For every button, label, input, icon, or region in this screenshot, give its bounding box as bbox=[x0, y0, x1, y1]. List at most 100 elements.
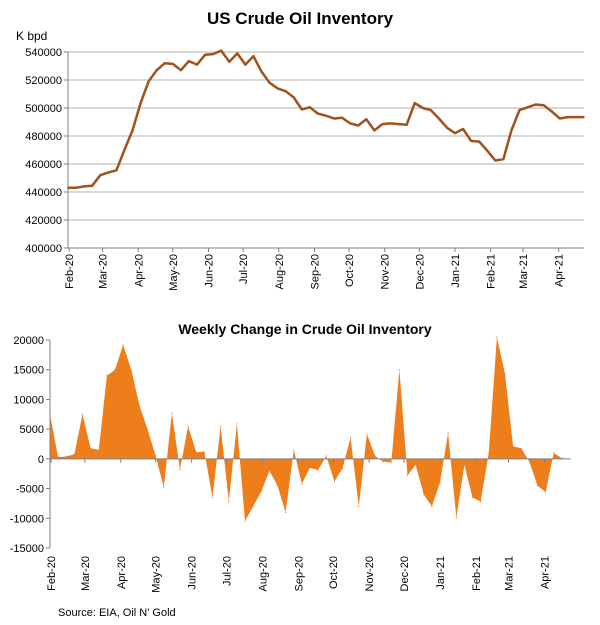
weekly-change-point bbox=[545, 491, 547, 493]
weekly-change-point bbox=[382, 461, 384, 463]
inventory-point bbox=[526, 106, 529, 109]
x-tick-label: Nov-20 bbox=[380, 254, 392, 289]
inventory-point bbox=[542, 104, 545, 106]
weekly-change-point bbox=[358, 505, 360, 507]
weekly-change-point bbox=[325, 455, 327, 457]
inventory-point bbox=[131, 129, 134, 132]
weekly-change-point bbox=[512, 445, 514, 447]
inventory-point bbox=[462, 128, 464, 130]
y-tick-label: -10000 bbox=[10, 513, 44, 525]
weekly-change-point bbox=[496, 336, 498, 338]
weekly-change-point bbox=[146, 428, 149, 430]
weekly-change-point bbox=[236, 423, 238, 425]
inventory-point bbox=[349, 122, 352, 125]
inventory-point bbox=[341, 117, 343, 119]
x-tick-label: Jun-20 bbox=[204, 254, 216, 288]
weekly-change-point bbox=[179, 469, 181, 471]
inventory-point bbox=[139, 102, 142, 104]
inventory-point bbox=[147, 80, 150, 83]
weekly-change-point bbox=[471, 496, 474, 499]
inventory-point bbox=[365, 118, 368, 120]
weekly-change-point bbox=[333, 480, 335, 482]
inventory-point bbox=[155, 69, 158, 71]
x-tick-label: Nov-20 bbox=[364, 556, 376, 591]
weekly-change-point bbox=[374, 455, 376, 457]
inventory-point bbox=[325, 114, 327, 117]
inventory-point bbox=[115, 169, 118, 172]
inventory-x-ticks: Feb-20 Mar-20 Apr-20 May-20 Jun-20 Jul-20 Aug-… bbox=[64, 248, 566, 291]
inventory-point bbox=[389, 122, 392, 125]
weekly-change-point bbox=[398, 369, 400, 371]
weekly-change-point bbox=[423, 493, 425, 496]
y-tick-label: 440000 bbox=[25, 187, 62, 199]
weekly-change-point bbox=[90, 447, 92, 449]
weekly-change-point bbox=[520, 447, 522, 449]
inventory-point bbox=[284, 90, 287, 92]
x-tick-label: Apr-20 bbox=[133, 254, 145, 287]
inventory-point bbox=[486, 149, 489, 152]
weekly-change-point bbox=[447, 432, 449, 434]
weekly-change-point bbox=[366, 433, 368, 435]
weekly-change-point bbox=[439, 482, 441, 484]
inventory-point bbox=[83, 185, 85, 188]
inventory-point bbox=[107, 171, 110, 174]
weekly-change-point bbox=[171, 412, 173, 414]
inventory-point bbox=[252, 55, 255, 57]
inventory-point bbox=[220, 49, 222, 52]
weekly-change-point bbox=[65, 455, 67, 458]
weekly-change-point bbox=[73, 453, 75, 455]
inventory-point bbox=[583, 116, 585, 118]
inventory-point bbox=[373, 129, 376, 132]
inventory-point bbox=[454, 132, 456, 134]
y-tick-label: 520000 bbox=[25, 75, 62, 87]
x-tick-label: Oct-20 bbox=[344, 254, 356, 287]
inventory-series bbox=[67, 49, 585, 190]
weekly-change-point bbox=[309, 467, 311, 469]
x-tick-label: May-20 bbox=[151, 556, 163, 593]
weekly-change-point bbox=[536, 485, 539, 487]
inventory-point bbox=[567, 116, 569, 118]
inventory-point bbox=[301, 108, 303, 111]
inventory-point bbox=[438, 117, 440, 120]
inventory-point bbox=[276, 87, 279, 90]
inventory-point bbox=[309, 106, 311, 109]
inventory-gridlines bbox=[68, 51, 584, 249]
inventory-point bbox=[510, 129, 513, 132]
inventory-point bbox=[188, 60, 190, 62]
inventory-point bbox=[196, 63, 198, 66]
weekly-change-point bbox=[57, 456, 59, 458]
x-tick-label: Oct-20 bbox=[328, 556, 340, 589]
weekly-change-point bbox=[203, 451, 205, 453]
inventory-point bbox=[405, 124, 408, 126]
x-tick-label: Apr-21 bbox=[554, 254, 566, 287]
weekly-change-chart: Weekly Change in Crude Oil Inventory -15… bbox=[10, 321, 571, 593]
x-tick-label: Jan-21 bbox=[435, 556, 447, 590]
y-tick-label: 20000 bbox=[13, 335, 44, 347]
weekly-change-x-ticks: Feb-20 Mar-20 Apr-20 May-20 Jun-20 Jul-20 Aug-… bbox=[46, 458, 552, 593]
weekly-change-point bbox=[350, 436, 352, 439]
weekly-change-point bbox=[195, 451, 197, 453]
x-tick-label: Feb-21 bbox=[486, 254, 498, 289]
x-tick-label: Dec-20 bbox=[414, 254, 426, 289]
inventory-point bbox=[397, 123, 400, 125]
x-tick-label: Jun-20 bbox=[187, 556, 199, 590]
inventory-point bbox=[91, 184, 93, 187]
source-note: Source: EIA, Oil N' Gold bbox=[58, 607, 176, 619]
weekly-change-chart-title: Weekly Change in Crude Oil Inventory bbox=[178, 321, 432, 337]
weekly-change-point bbox=[553, 452, 555, 454]
y-tick-label: 480000 bbox=[25, 131, 62, 143]
weekly-change-axes bbox=[49, 340, 570, 548]
y-tick-label: 540000 bbox=[25, 47, 62, 59]
inventory-point bbox=[212, 53, 214, 55]
x-tick-label: Apr-21 bbox=[540, 556, 552, 589]
x-tick-label: Dec-20 bbox=[399, 556, 411, 591]
x-tick-label: Sep-20 bbox=[293, 556, 305, 591]
inventory-point bbox=[381, 123, 384, 125]
weekly-change-y-ticks: -15000 -10000 -5000 0 5000 10000 15000 20000 bbox=[10, 335, 50, 555]
weekly-change-point bbox=[268, 470, 270, 472]
weekly-change-point bbox=[114, 369, 116, 371]
weekly-change-point bbox=[463, 464, 465, 466]
weekly-change-point bbox=[406, 474, 409, 477]
inventory-point bbox=[164, 62, 166, 64]
